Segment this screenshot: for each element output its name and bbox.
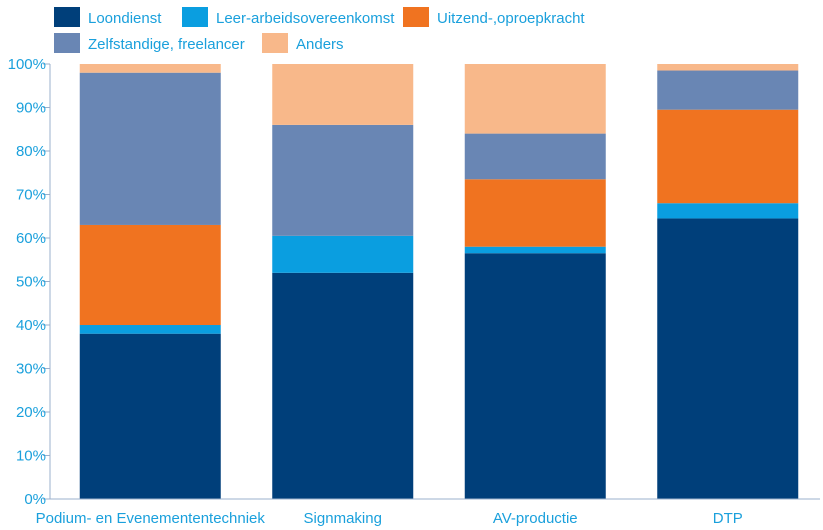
bar-segment	[79, 224, 221, 325]
y-tick-label: 10%	[16, 448, 46, 465]
y-axis: 0% 10% 20% 30% 40% 50% 60% 70% 80% 90% 100%	[8, 56, 51, 508]
legend-swatch-leer-arbeidsovereenkomst	[182, 7, 208, 27]
legend-label-anders: Anders	[296, 36, 344, 53]
y-tick-label: 50%	[16, 274, 46, 291]
legend-item-loondienst: Loondienst	[54, 7, 162, 27]
y-tick-label: 70%	[16, 187, 46, 204]
legend-swatch-loondienst	[54, 7, 80, 27]
y-tick-label: 100%	[8, 56, 46, 73]
legend-item-zelfstandige-freelancer: Zelfstandige, freelancer	[54, 33, 245, 53]
x-axis: Podium- en Evenemententechniek Signmaking…	[36, 498, 820, 527]
bars	[79, 64, 799, 500]
bar-segment	[79, 72, 221, 225]
bar-segment	[657, 70, 799, 110]
bar-segment	[464, 64, 606, 134]
bar-segment	[464, 179, 606, 247]
bar-segment	[657, 203, 799, 219]
x-tick-label: DTP	[713, 510, 743, 527]
x-tick-label: Podium- en Evenemententechniek	[36, 510, 266, 527]
bar-segment	[79, 333, 221, 499]
legend-label-uitzend-oproepkracht: Uitzend-,oproepkracht	[437, 10, 585, 27]
legend-label-loondienst: Loondienst	[88, 10, 162, 27]
bar-segment	[79, 325, 221, 334]
legend-item-leer-arbeidsovereenkomst: Leer-arbeidsovereenkomst	[182, 7, 395, 27]
y-tick-label: 60%	[16, 230, 46, 247]
bar-segment	[272, 235, 414, 273]
y-tick-label: 30%	[16, 361, 46, 378]
legend-label-zelfstandige-freelancer: Zelfstandige, freelancer	[88, 36, 245, 53]
bar-segment	[272, 272, 414, 499]
bar-segment	[272, 124, 414, 236]
legend-label-leer-arbeidsovereenkomst: Leer-arbeidsovereenkomst	[216, 10, 395, 27]
bar-segment	[79, 64, 221, 73]
legend-swatch-zelfstandige-freelancer	[54, 33, 80, 53]
legend-item-anders: Anders	[262, 33, 344, 53]
x-tick-label: Signmaking	[304, 510, 382, 527]
legend-swatch-uitzend-oproepkracht	[403, 7, 429, 27]
bar-segment	[464, 133, 606, 180]
y-tick-label: 90%	[16, 100, 46, 117]
y-tick-label: 0%	[24, 491, 46, 508]
bar-segment	[657, 64, 799, 71]
legend: Loondienst Leer-arbeidsovereenkomst Uitz…	[54, 7, 585, 53]
bar-segment	[657, 109, 799, 204]
bar-segment	[464, 253, 606, 499]
bar-segment	[464, 246, 606, 254]
y-tick-label: 40%	[16, 317, 46, 334]
y-tick-label: 80%	[16, 143, 46, 160]
x-tick-label: AV-productie	[493, 510, 578, 527]
bar-segment	[657, 218, 799, 500]
bar-segment	[272, 64, 414, 125]
y-tick-label: 20%	[16, 404, 46, 421]
legend-item-uitzend-oproepkracht: Uitzend-,oproepkracht	[403, 7, 585, 27]
legend-swatch-anders	[262, 33, 288, 53]
